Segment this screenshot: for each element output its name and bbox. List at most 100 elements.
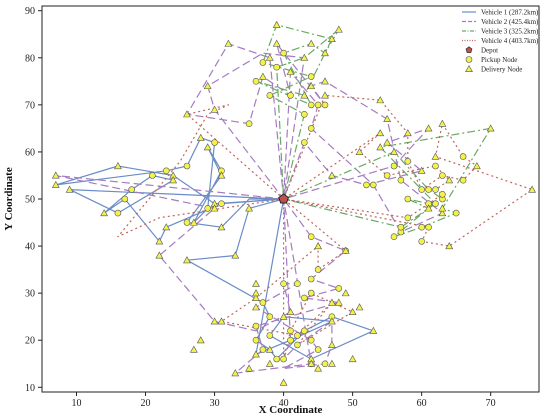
delivery-node xyxy=(279,378,288,386)
pickup-node xyxy=(300,111,308,118)
delivery-node xyxy=(286,67,295,75)
delivery-node xyxy=(321,91,329,99)
y-axis-label: Y Coordinate xyxy=(3,167,15,231)
pickup-node xyxy=(418,238,426,245)
pickup-node xyxy=(300,294,308,302)
delivery-node xyxy=(445,242,454,250)
pickup-node xyxy=(404,214,412,222)
delivery-node xyxy=(217,317,226,325)
route-line-vehicle-4 xyxy=(117,94,533,360)
pickup-node xyxy=(294,341,301,349)
y-tick-label: 20 xyxy=(25,336,35,347)
delivery-node xyxy=(383,114,392,122)
pickup-node xyxy=(459,176,467,184)
delivery-node xyxy=(300,53,309,61)
pickup-node xyxy=(183,219,191,226)
delivery-node xyxy=(307,359,316,367)
delivery-node xyxy=(369,326,378,334)
pickup-node xyxy=(307,101,315,109)
delivery-node xyxy=(314,364,323,372)
delivery-node xyxy=(348,307,357,315)
delivery-node xyxy=(162,223,171,231)
delivery-node xyxy=(279,312,288,320)
y-tick-label: 80 xyxy=(25,53,35,64)
delivery-node xyxy=(203,82,212,90)
x-axis-label: X Coordinate xyxy=(259,404,323,416)
delivery-node xyxy=(265,53,274,61)
pickup-node xyxy=(369,181,377,189)
delivery-node xyxy=(341,246,350,254)
delivery-node xyxy=(210,204,219,212)
delivery-node xyxy=(528,185,537,193)
delivery-node xyxy=(438,204,447,212)
pickup-node xyxy=(218,200,225,207)
pickup-node xyxy=(459,153,467,160)
delivery-node xyxy=(355,147,364,155)
pickup-node xyxy=(397,176,405,184)
pickup-node xyxy=(252,322,260,330)
pickup-node xyxy=(259,59,267,66)
x-tick-label: 30 xyxy=(210,398,220,409)
delivery-node xyxy=(258,72,267,80)
delivery-node xyxy=(51,171,60,179)
delivery-node xyxy=(51,180,60,188)
pickup-node xyxy=(314,346,322,353)
pickup-node xyxy=(273,63,281,71)
pickup-node xyxy=(245,120,253,127)
pickup-node xyxy=(300,327,308,335)
delivery-node xyxy=(334,25,343,33)
delivery-node xyxy=(328,34,336,42)
pickup-node xyxy=(439,191,446,198)
pickup-node xyxy=(432,186,439,193)
delivery-node xyxy=(472,162,481,170)
delivery-node xyxy=(252,293,260,301)
delivery-node xyxy=(376,96,385,104)
delivery-node xyxy=(321,77,329,85)
x-tick-label: 10 xyxy=(72,398,82,409)
delivery-node xyxy=(189,345,198,353)
delivery-node xyxy=(265,345,274,353)
pickup-node xyxy=(307,275,315,283)
delivery-node xyxy=(155,251,164,259)
pickup-node xyxy=(183,162,191,170)
delivery-node xyxy=(100,209,109,217)
pickup-node xyxy=(259,346,267,353)
y-tick-label: 10 xyxy=(25,383,35,394)
delivery-node xyxy=(390,147,398,155)
delivery-node xyxy=(486,124,495,132)
delivery-node xyxy=(431,152,440,160)
legend-delivery-symbol xyxy=(465,64,473,73)
delivery-node xyxy=(328,340,336,348)
pickup-node xyxy=(287,336,294,344)
pickup-node xyxy=(266,92,274,99)
pickup-node xyxy=(390,233,398,240)
pickup-node xyxy=(252,336,260,344)
legend-label-vehicle-3: Vehicle 3 (325.2km) xyxy=(481,28,539,36)
pickup-node xyxy=(300,139,308,146)
pickup-node xyxy=(163,167,170,175)
delivery-node xyxy=(321,49,329,57)
delivery-node xyxy=(231,369,240,377)
pickup-node xyxy=(294,332,301,339)
delivery-node xyxy=(314,242,323,250)
delivery-node xyxy=(217,223,226,231)
delivery-node xyxy=(376,143,385,151)
delivery-node xyxy=(245,364,253,372)
pickup-node xyxy=(314,266,322,273)
delivery-node xyxy=(307,39,316,47)
x-tick-label: 50 xyxy=(348,398,358,409)
delivery-node xyxy=(196,336,205,344)
axis-ticks: 10 20 30 40 50 60 70 10 20 30 40 50 60 70 80 90 xyxy=(25,6,496,409)
delivery-node xyxy=(272,39,281,47)
y-tick-label: 70 xyxy=(25,100,35,111)
pickup-node xyxy=(314,101,322,109)
pickup-node xyxy=(307,336,315,344)
delivery-node xyxy=(265,359,274,367)
delivery-node xyxy=(417,166,426,174)
legend-pickup-symbol xyxy=(465,56,473,63)
x-tick-label: 20 xyxy=(141,398,151,409)
pickup-node xyxy=(121,195,129,203)
delivery-node xyxy=(217,171,226,179)
